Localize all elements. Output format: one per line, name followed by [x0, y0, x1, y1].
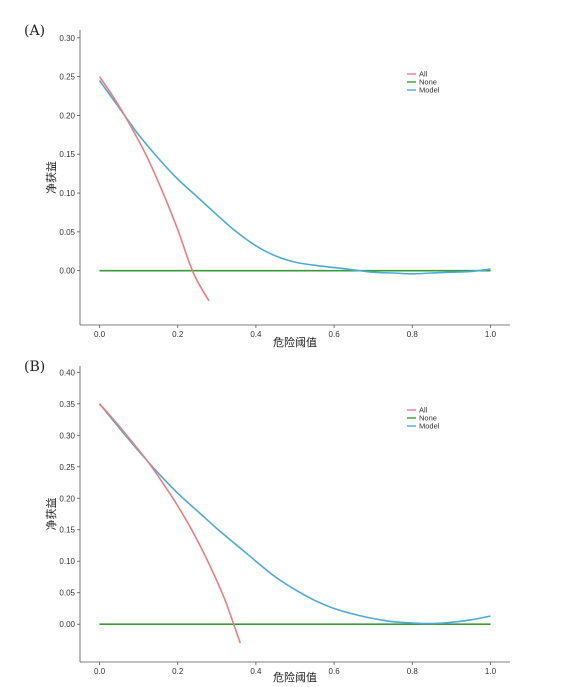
x-tick-label: 0.2	[172, 667, 184, 676]
legend-label-all: All	[419, 406, 428, 415]
y-tick-label: 0.30	[59, 34, 75, 43]
x-tick-label: 0.4	[250, 330, 262, 339]
x-tick-label: 1.0	[485, 330, 497, 339]
legend-label-none: None	[419, 78, 437, 87]
legend-label-all: All	[419, 70, 428, 79]
x-tick-label: 0.6	[329, 330, 341, 339]
y-tick-label: 0.10	[59, 557, 75, 566]
y-tick-label: 0.20	[59, 494, 75, 503]
series-line-all	[98, 403, 242, 644]
x-tick-label: 0.0	[94, 330, 106, 339]
y-tick-label: 0.25	[59, 463, 75, 472]
y-tick-label: 0.10	[59, 189, 75, 198]
y-tick-label: 0.05	[59, 589, 75, 598]
x-tick-label: 0.2	[172, 330, 184, 339]
y-tick-label: 0.05	[59, 228, 75, 237]
x-tick-label: 0.6	[329, 667, 341, 676]
y-tick-label: 0.15	[59, 150, 75, 159]
y-axis-title: 净获益	[44, 161, 58, 194]
y-axis-title: 净获益	[44, 498, 58, 531]
y-tick-label: 0.00	[59, 620, 75, 629]
y-tick-label: 0.40	[59, 368, 75, 377]
x-axis-title: 危险阈值	[273, 670, 317, 684]
y-tick-label: 0.35	[59, 400, 75, 409]
x-tick-label: 0.8	[407, 330, 419, 339]
legend-label-none: None	[419, 414, 437, 423]
panel-label: (B)	[24, 359, 45, 375]
panel-b: (B) 0.00 0.05 0.10 0.15 0.20 0.25 0.30 0.35 0.40 0…	[24, 359, 510, 684]
x-tick-label: 0.0	[94, 667, 106, 676]
x-axis-title: 危险阈值	[273, 335, 317, 349]
x-tick-label: 0.4	[250, 667, 262, 676]
y-tick-label: 0.25	[59, 73, 75, 82]
series-line-all	[98, 76, 210, 302]
x-tick-label: 1.0	[485, 667, 497, 676]
y-tick-label: 0.15	[59, 526, 75, 535]
legend-label-model: Model	[419, 86, 440, 95]
x-tick-label: 0.8	[407, 667, 419, 676]
series-line-model	[98, 80, 491, 275]
panel-label: (A)	[24, 23, 45, 39]
legend-label-model: Model	[419, 422, 440, 431]
y-tick-label: 0.30	[59, 431, 75, 440]
y-tick-label: 0.00	[59, 267, 75, 276]
series-line-model	[98, 403, 491, 625]
panel-a: (A) 0.00 0.05 0.10 0.15 0.20 0.25 0.30 0.0 0.2 0.4…	[24, 23, 510, 349]
y-tick-label: 0.20	[59, 111, 75, 120]
